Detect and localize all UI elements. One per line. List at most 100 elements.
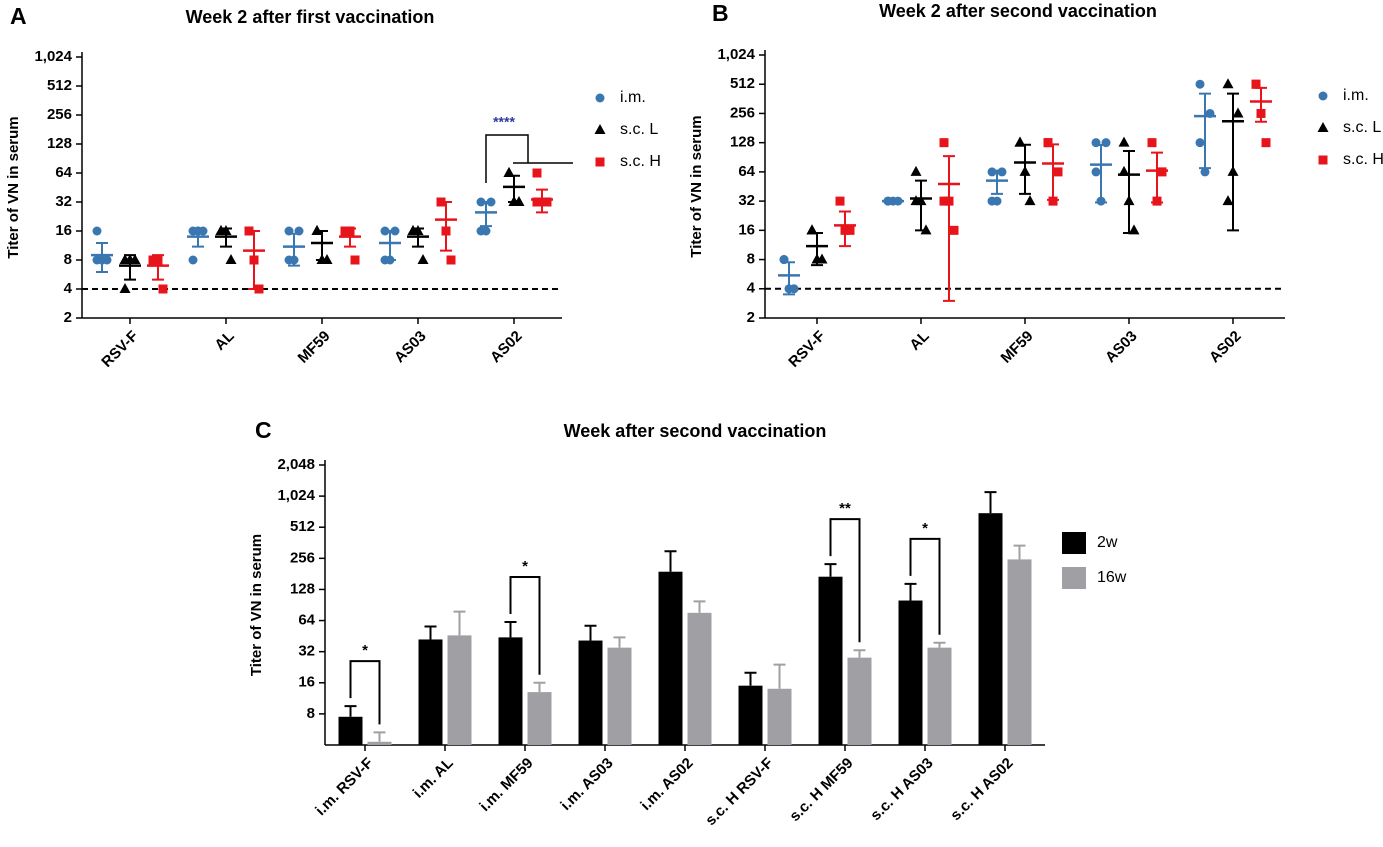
significance-bracket: [485, 134, 573, 183]
point: [816, 253, 828, 264]
point: [1317, 122, 1329, 132]
point: [594, 124, 606, 134]
bar: [498, 637, 523, 745]
point: [225, 254, 237, 264]
point: [129, 254, 141, 264]
x-tick-label: MF59: [295, 328, 334, 367]
y-tick-label: 128: [290, 580, 315, 597]
bar: [898, 600, 923, 745]
y-axis-label: Titer of VN in serum: [248, 534, 265, 676]
x-tick-label: i.m. RSV-F: [312, 755, 376, 819]
point: [835, 196, 845, 206]
y-tick-label: 64: [298, 612, 315, 629]
y-tick-label: 256: [47, 106, 72, 123]
x-tick-label: AL: [211, 328, 237, 354]
point: [340, 226, 350, 236]
point: [1222, 78, 1234, 89]
y-tick-label: 1,024: [34, 48, 72, 65]
point: [284, 255, 294, 265]
y-tick-label: 32: [55, 193, 72, 210]
x-tick-label: i.m. MF59: [476, 755, 536, 815]
point: [939, 138, 949, 148]
error-bar: [440, 201, 452, 252]
legend-label: s.c. H: [1343, 151, 1383, 168]
point: [987, 167, 997, 177]
y-tick-label: 8: [64, 251, 72, 268]
point: [148, 255, 158, 265]
legend-swatch: [1062, 567, 1086, 589]
y-tick-label: 4: [64, 280, 73, 297]
significance-label: *: [522, 558, 528, 575]
point: [939, 196, 949, 206]
bar: [687, 612, 712, 745]
x-tick-label: s.c. H MF59: [786, 755, 856, 825]
error-bar: [248, 230, 260, 290]
significance-bracket: [509, 575, 541, 675]
point: [789, 284, 799, 294]
error-bar: [288, 232, 300, 267]
point: [1318, 155, 1328, 165]
error-bar: [1019, 143, 1031, 195]
point: [188, 255, 198, 265]
point: [215, 225, 227, 235]
point: [1118, 136, 1130, 147]
point: [542, 197, 552, 207]
panel-label: A: [10, 3, 27, 29]
y-tick-label: 512: [290, 518, 315, 535]
point: [1200, 167, 1210, 177]
legend-label: s.c. L: [1343, 119, 1381, 136]
error-bar: [152, 254, 164, 281]
x-tick-label: i.m. AS03: [557, 755, 616, 814]
error-bar: [853, 649, 866, 658]
x-tick-label: AL: [906, 328, 932, 354]
error-bar: [1047, 143, 1059, 201]
point: [158, 284, 168, 294]
error-bar: [811, 232, 823, 267]
legend-label: i.m.: [620, 89, 646, 106]
error-bar: [533, 681, 546, 693]
error-bar: [584, 624, 597, 641]
y-tick-label: 128: [730, 134, 755, 151]
error-bar: [984, 491, 997, 514]
point: [350, 255, 360, 265]
error-bar: [933, 641, 946, 648]
legend-swatch: [1062, 532, 1086, 554]
chart-title: Week 2 after second vaccination: [879, 1, 1157, 21]
point: [845, 225, 855, 235]
y-tick-label: 128: [47, 135, 72, 152]
y-tick-label: 2,048: [277, 456, 315, 473]
y-tick-label: 512: [47, 77, 72, 94]
point: [503, 167, 515, 177]
x-tick-label: i.m. AS02: [637, 755, 696, 814]
error-bar: [1199, 92, 1211, 170]
legend-label: 16w: [1097, 569, 1127, 586]
point: [1024, 195, 1036, 206]
y-tick-label: 512: [730, 75, 755, 92]
error-bar: [824, 563, 837, 577]
point: [446, 255, 456, 265]
y-tick-label: 16: [298, 674, 315, 691]
error-bar: [373, 731, 386, 742]
point: [806, 224, 818, 235]
legend-label: s.c. L: [620, 121, 658, 138]
y-tick-label: 64: [738, 163, 755, 180]
bar: [578, 640, 603, 745]
point: [1232, 107, 1244, 118]
point: [949, 225, 959, 235]
error-bar: [1227, 92, 1239, 232]
point: [407, 225, 419, 235]
bar: [818, 576, 843, 745]
y-tick-label: 1,024: [277, 487, 315, 504]
y-tick-label: 256: [730, 104, 755, 121]
point: [1195, 138, 1205, 148]
bar: [418, 639, 443, 745]
x-tick-label: AS03: [391, 328, 430, 367]
legend-label: i.m.: [1343, 87, 1369, 104]
x-tick-label: MF59: [998, 328, 1037, 367]
error-bar: [453, 610, 466, 636]
point: [119, 283, 131, 293]
error-bar: [1013, 544, 1026, 560]
point: [1053, 167, 1063, 177]
significance-label: ****: [493, 114, 515, 130]
